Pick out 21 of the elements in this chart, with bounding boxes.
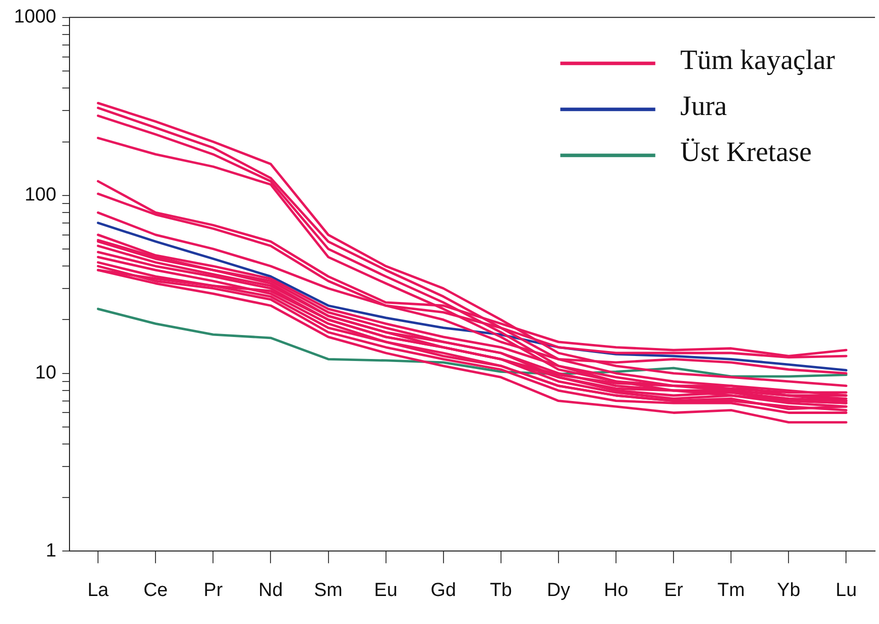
y-tick-label: 1	[46, 540, 56, 562]
x-tick-label: Eu	[374, 580, 398, 601]
x-tick-label: Nd	[258, 580, 283, 601]
x-tick-label: La	[87, 580, 110, 601]
legend-label: Tüm kayaçlar	[680, 44, 836, 76]
x-tick-label: Ho	[604, 580, 628, 601]
x-tick-label: Tb	[490, 580, 512, 601]
legend-label: Üst Kretase	[680, 136, 812, 168]
y-tick-label: 10	[35, 362, 56, 384]
x-tick-label: Sm	[314, 580, 343, 601]
y-tick-label: 100	[24, 184, 56, 206]
x-tick-label: Dy	[546, 580, 571, 601]
x-tick-label: Gd	[430, 580, 456, 601]
legend-label: Jura	[680, 90, 728, 122]
x-tick-label: Lu	[836, 580, 857, 601]
x-tick-label: Tm	[717, 580, 745, 601]
x-tick-label: Pr	[204, 580, 224, 601]
x-tick-label: Er	[664, 580, 684, 601]
x-tick-label: Yb	[777, 580, 800, 601]
x-tick-label: Ce	[143, 580, 168, 601]
y-tick-label: 1000	[14, 6, 56, 28]
